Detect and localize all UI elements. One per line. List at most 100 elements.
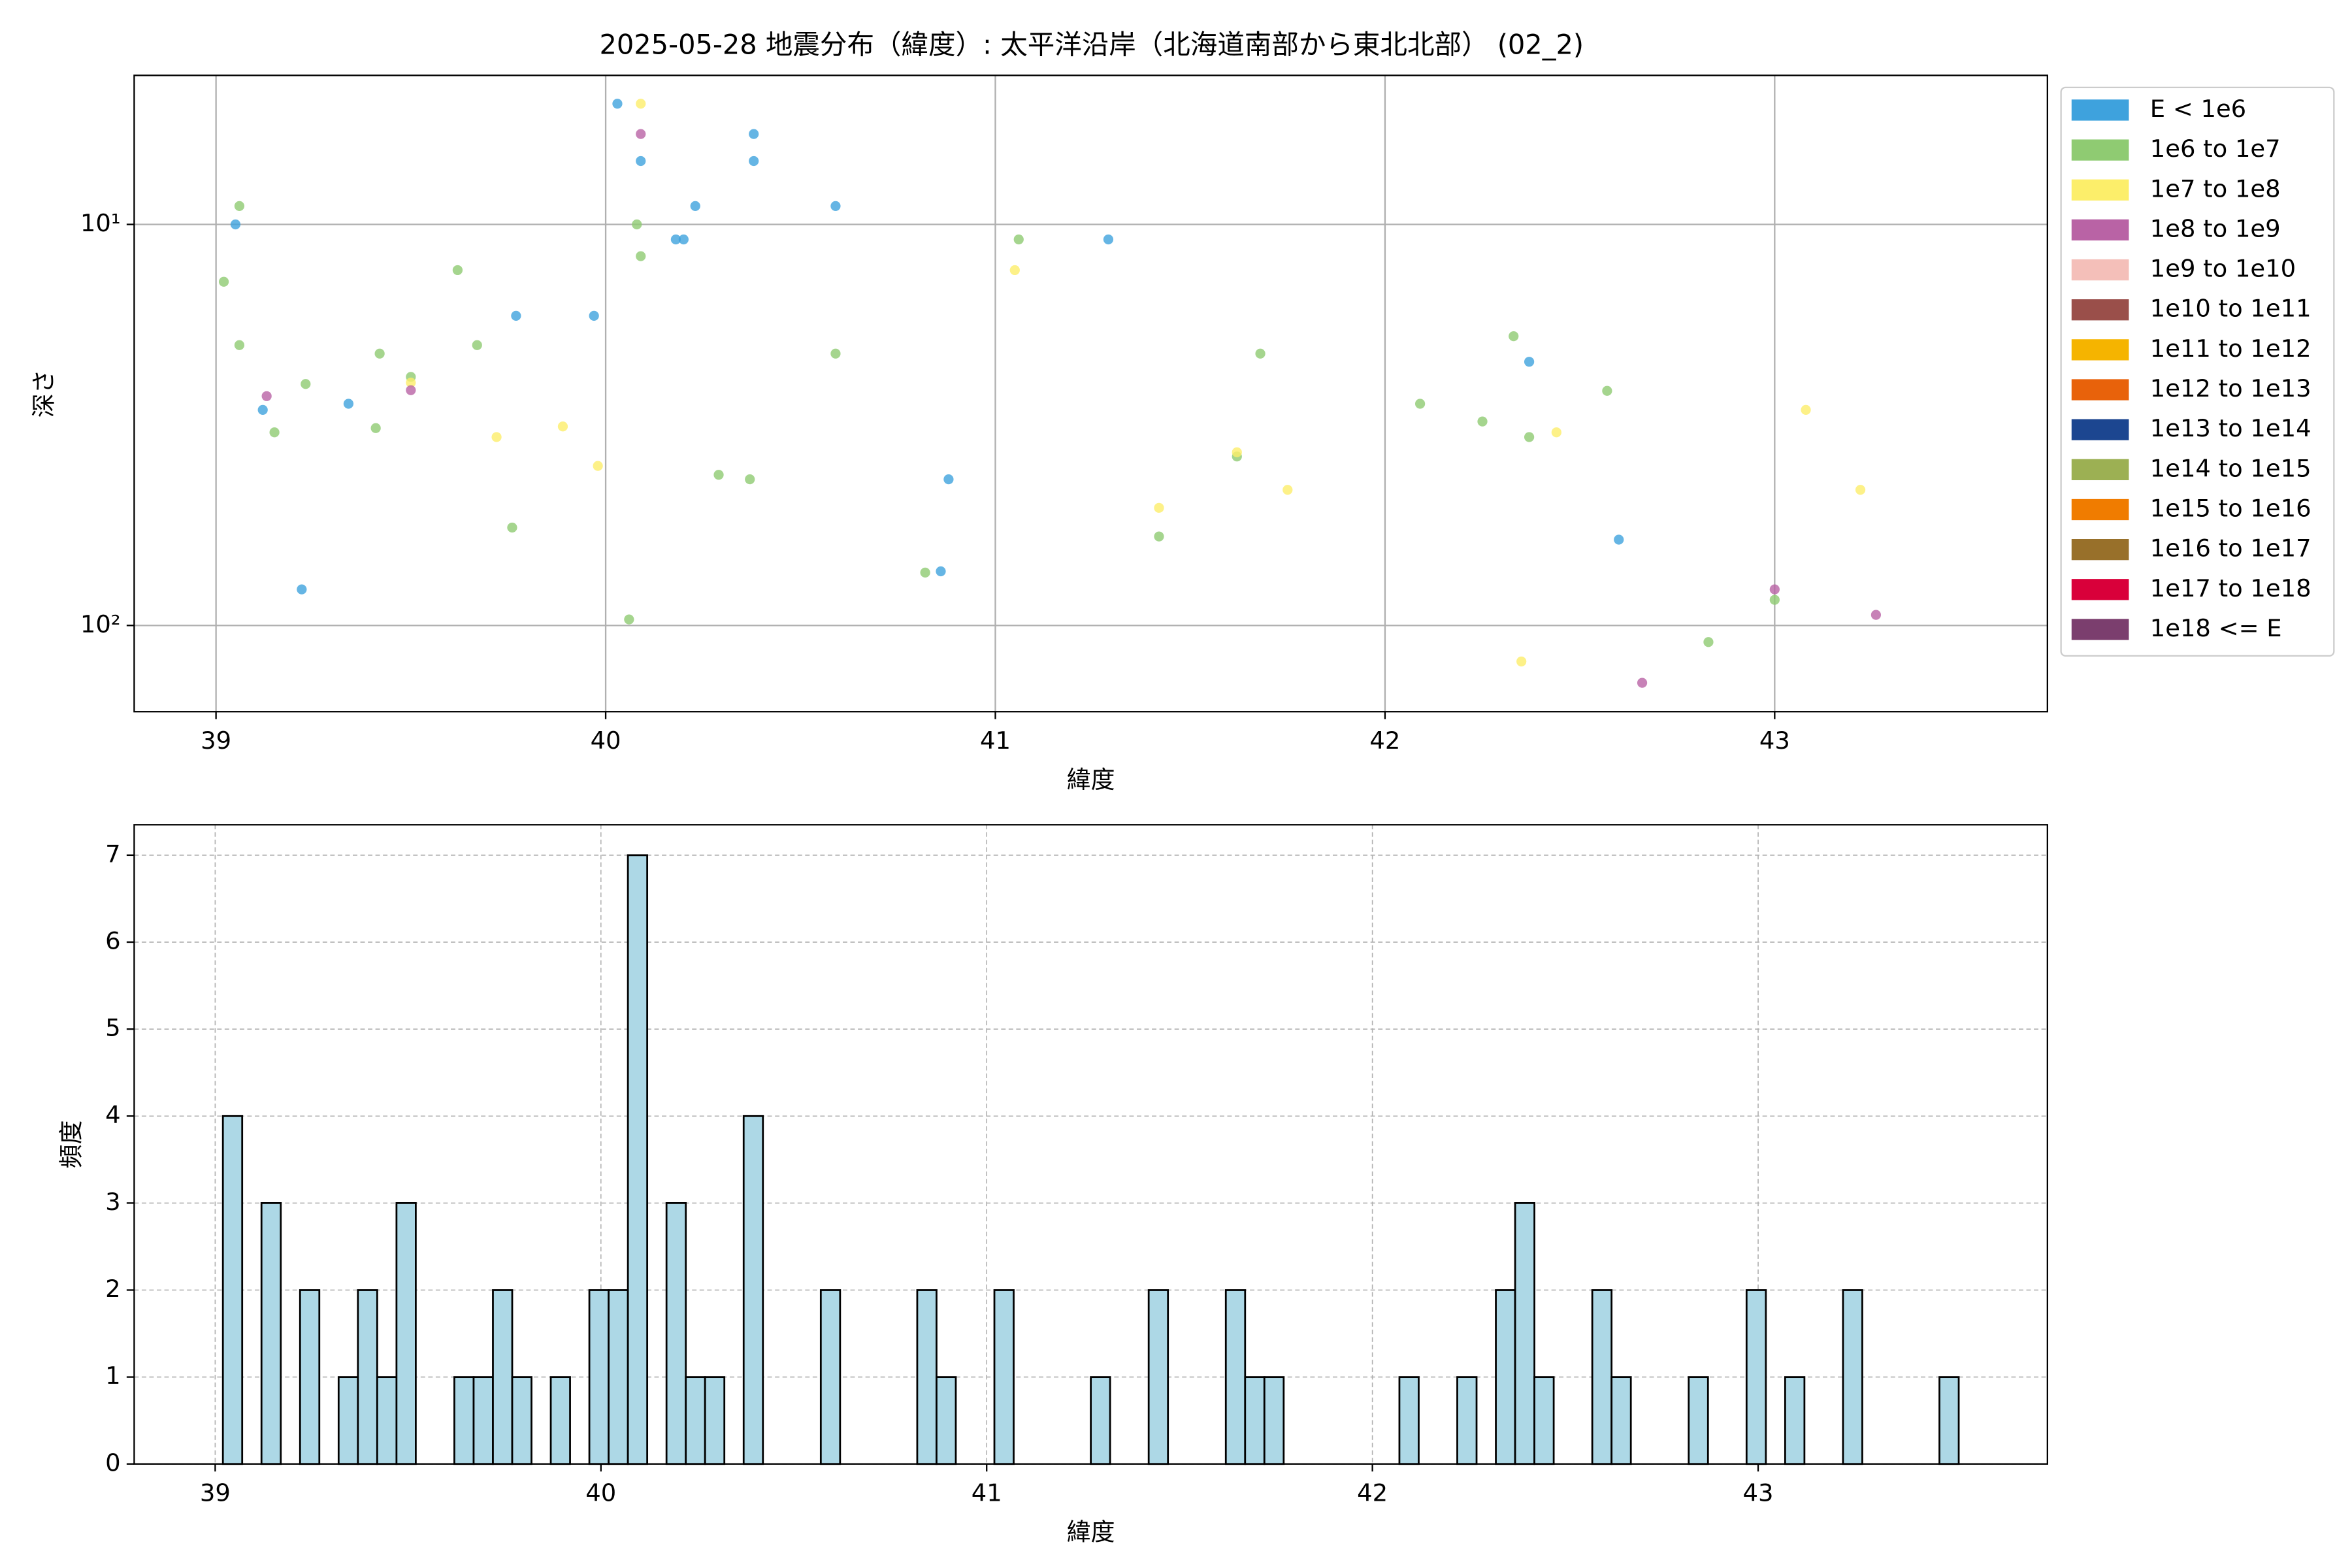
x-tick-label: 43 (1759, 727, 1790, 755)
legend-swatch (2071, 179, 2129, 201)
scatter-point (1870, 610, 1882, 620)
histogram-bar (1263, 1376, 1285, 1465)
scatter-point (612, 99, 623, 109)
legend-swatch (2071, 299, 2129, 321)
histogram-bar (1514, 1202, 1535, 1465)
scatter-point (589, 310, 599, 321)
scatter-point (670, 234, 681, 245)
histogram-bar (1745, 1289, 1767, 1465)
scatter-point (1524, 432, 1535, 442)
histogram-bar (299, 1289, 321, 1465)
y-tick-label: 4 (105, 1101, 120, 1129)
x-tick-label: 41 (972, 1478, 1002, 1507)
scatter-point (1282, 485, 1293, 495)
scatter-point (1524, 357, 1535, 367)
histogram-bar (395, 1202, 417, 1465)
histogram-bar (221, 1115, 244, 1465)
scatter-point (1855, 485, 1866, 495)
scatter-point (1509, 331, 1519, 342)
legend-swatch (2071, 419, 2129, 440)
legend-swatch (2071, 99, 2129, 121)
histogram-bar (260, 1202, 282, 1465)
scatter-point (406, 378, 416, 388)
x-tick-label: 42 (1357, 1478, 1388, 1507)
scatter-point (1477, 416, 1488, 427)
scatter-point (636, 251, 646, 261)
legend-swatch (2071, 139, 2129, 161)
histogram-bar (665, 1202, 687, 1465)
x-tick-label: 43 (1743, 1478, 1774, 1507)
scatter-point (1516, 656, 1527, 667)
histogram-bar (993, 1289, 1015, 1465)
legend-swatch (2071, 339, 2129, 361)
legend-swatch (2071, 498, 2129, 521)
legend-label: 1e14 to 1e15 (2150, 454, 2311, 482)
legend-label: 1e18 <= E (2150, 614, 2282, 642)
legend-label: 1e11 to 1e12 (2150, 335, 2311, 363)
legend-label: 1e8 to 1e9 (2150, 214, 2281, 242)
y-tick-label: 2 (105, 1275, 120, 1303)
histogram-bar (1938, 1376, 1960, 1465)
legend-swatch (2071, 619, 2129, 640)
scatter-point (269, 427, 280, 438)
scatter-point (830, 348, 841, 359)
scatter-point (943, 474, 954, 485)
scatter-point (1551, 427, 1561, 438)
scatter-point (507, 522, 517, 533)
histogram-bar (357, 1289, 378, 1465)
histogram-bar (1244, 1376, 1266, 1465)
scatter-point (632, 219, 642, 230)
histogram-bar (588, 1289, 610, 1465)
y-tick-label: 5 (105, 1014, 120, 1042)
legend-swatch (2071, 379, 2129, 400)
scatter-point (1801, 404, 1811, 415)
scatter-point (1154, 502, 1164, 513)
legend-swatch (2071, 459, 2129, 480)
scatter-point (636, 129, 646, 139)
scatter-point (1602, 385, 1612, 396)
histogram-bar (1456, 1376, 1478, 1465)
scatter-point (234, 201, 245, 212)
x-tick-label: 41 (980, 727, 1011, 755)
scatter-point (1103, 234, 1114, 245)
scatter-point (230, 219, 241, 230)
scatter-point (936, 566, 946, 577)
legend-label: 1e7 to 1e8 (2150, 174, 2281, 203)
legend-swatch (2071, 539, 2129, 561)
histogram-bar (1398, 1376, 1420, 1465)
scatter-point (745, 474, 755, 485)
y-tick-label: 3 (105, 1188, 120, 1216)
histogram-bar (704, 1376, 726, 1465)
histogram-bar (1224, 1289, 1247, 1465)
histogram-bar (376, 1376, 398, 1465)
legend: E < 1e6 1e6 to 1e7 1e7 to 1e8 1e8 to 1e9 1e9… (2060, 86, 2335, 657)
y-axis-label: 深さ (30, 369, 58, 417)
scatter-point (1769, 584, 1780, 595)
scatter-point (301, 379, 311, 389)
legend-swatch (2071, 219, 2129, 241)
scatter-point (1769, 595, 1780, 605)
histogram-bar (1591, 1289, 1613, 1465)
x-tick-label: 42 (1369, 727, 1400, 755)
scatter-point (370, 423, 381, 433)
histogram-bar (819, 1289, 841, 1465)
legend-label: 1e6 to 1e7 (2150, 135, 2281, 163)
histogram-bar (936, 1376, 957, 1465)
histogram-bar (627, 854, 649, 1465)
scatter-point (472, 340, 482, 350)
histogram-bar (1090, 1376, 1111, 1465)
histogram-bar (1688, 1376, 1709, 1465)
legend-label: 1e13 to 1e14 (2150, 414, 2311, 442)
scatter-point (749, 155, 759, 167)
histogram-bar (453, 1376, 475, 1465)
scatter-point (234, 340, 245, 350)
scatter-point (1154, 531, 1164, 542)
histogram-bar (742, 1115, 764, 1465)
histogram-bar (1784, 1376, 1806, 1465)
legend-label: 1e15 to 1e16 (2150, 495, 2311, 523)
scatter-point (830, 201, 841, 212)
scatter-point (343, 399, 354, 409)
y-tick-label: 0 (105, 1448, 120, 1477)
